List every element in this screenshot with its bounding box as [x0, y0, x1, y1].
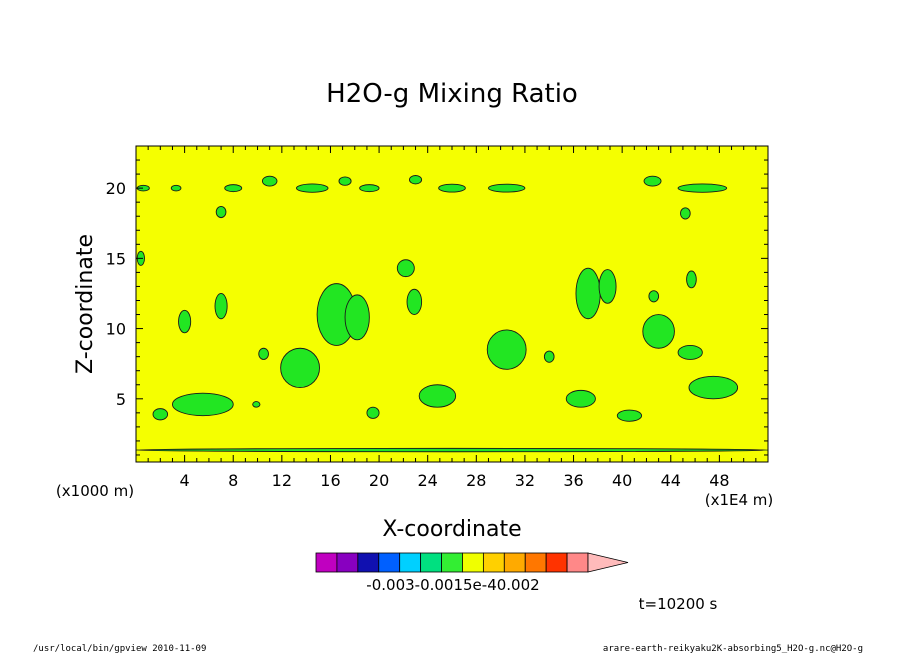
- colorbar-swatch: [545, 552, 568, 573]
- colorbar-swatch: [336, 552, 359, 573]
- colorbar-swatch: [503, 552, 526, 573]
- contour-region-blob-21: [543, 350, 555, 363]
- contour-region-blob-14: [677, 344, 703, 360]
- y-axis-label: Z-coordinate: [73, 234, 98, 374]
- y-tick-label: 5: [116, 390, 126, 409]
- x-tick-label: 36: [563, 471, 583, 490]
- x-tick-label: 4: [180, 471, 190, 490]
- contour-region-blob-12: [565, 389, 596, 408]
- contour-region-blob-15: [366, 406, 380, 419]
- contour-region-top-band-29: [677, 183, 728, 193]
- colorbar-swatch: [315, 552, 338, 573]
- contour-region-blob-11: [688, 375, 739, 400]
- contour-region-top-band-28: [488, 183, 526, 193]
- contour-region-top-band-35: [338, 176, 352, 186]
- colorbar-swatch: [524, 552, 547, 573]
- contour-region-top-band-25: [295, 183, 329, 193]
- contour-region-blob-10: [642, 314, 675, 349]
- x-tick-label: 8: [228, 471, 238, 490]
- contour-region-blob-19: [214, 293, 228, 320]
- x-tick-label: 12: [272, 471, 292, 490]
- contour-region-top-band-36: [409, 175, 423, 185]
- x-axis-label: X-coordinate: [382, 517, 521, 542]
- contour-region-top-band-31: [261, 175, 278, 187]
- x-tick-label: 48: [709, 471, 729, 490]
- colorbar-swatch: [399, 552, 422, 573]
- contour-region-top-band-26: [359, 184, 380, 193]
- y-axis-ticks: 5 10 15 20: [106, 159, 768, 456]
- footer-right: arare-earth-reikyaku2K-absorbing5_H2O-g.…: [603, 644, 863, 654]
- y-tick-label: 20: [106, 179, 126, 198]
- x-tick-label: 20: [369, 471, 389, 490]
- footer-left: /usr/local/bin/gpview 2010-11-09: [33, 644, 206, 654]
- contour-region-blob-22: [686, 270, 697, 289]
- contour-regions: [135, 175, 769, 453]
- plot-area: [136, 146, 768, 462]
- contour-region-top-band-30: [224, 184, 243, 193]
- contour-region-blob-5: [344, 294, 370, 341]
- contour-region-blob-3: [280, 347, 320, 389]
- colorbar-swatch: [420, 552, 442, 573]
- contour-region-blob-38: [680, 207, 691, 220]
- contour-region-blob-23: [648, 290, 660, 303]
- colorbar-swatch: [378, 552, 401, 573]
- chart-title: H2O-g Mixing Ratio: [326, 79, 578, 109]
- colorbar-swatch: [357, 552, 380, 573]
- x-tick-label: 44: [661, 471, 681, 490]
- contour-region-blob-9: [598, 269, 617, 304]
- time-label: t=10200 s: [639, 595, 718, 613]
- contour-region-top-band-27: [438, 183, 466, 193]
- contour-region-low-band-0: [135, 447, 769, 453]
- contour-region-blob-8: [575, 267, 601, 320]
- colorbar: [315, 552, 629, 573]
- colorbar-swatch: [462, 552, 484, 573]
- contour-region-top-band-33: [170, 184, 182, 192]
- x-tick-label: 28: [466, 471, 486, 490]
- contour-region-top-band-32: [643, 175, 662, 187]
- colorbar-swatch: [482, 552, 505, 573]
- x-axis-ticks: 4 8 12 16 20 24 28 32 36 40 44 48: [147, 146, 757, 490]
- x-tick-label: 40: [612, 471, 632, 490]
- y-unit-label: (x1000 m): [56, 482, 134, 500]
- contour-region-blob-6: [418, 384, 457, 408]
- x-tick-label: 24: [418, 471, 438, 490]
- contour-region-blob-24: [252, 401, 261, 408]
- contour-region-blob-17: [406, 288, 423, 315]
- contour-region-blob-20: [178, 309, 192, 334]
- plot-background: [136, 146, 768, 462]
- x-tick-label: 16: [320, 471, 340, 490]
- contour-region-blob-16: [396, 259, 415, 278]
- colorbar-swatch: [441, 552, 463, 573]
- contour-region-blob-13: [616, 409, 643, 422]
- x-unit-label: (x1E4 m): [705, 491, 774, 509]
- colorbar-labels: -0.003-0.0015e-40.002: [366, 576, 539, 594]
- contour-region-blob-1: [172, 392, 234, 417]
- y-tick-label: 10: [106, 320, 126, 339]
- contour-region-blob-37: [215, 205, 227, 219]
- contour-region-blob-7: [486, 329, 527, 370]
- contour-region-blob-18: [258, 347, 269, 360]
- y-tick-label: 15: [106, 249, 126, 268]
- x-tick-label: 32: [515, 471, 535, 490]
- colorbar-extend-arrow: [587, 552, 629, 573]
- contour-region-blob-2: [152, 408, 169, 421]
- colorbar-swatch: [566, 552, 589, 573]
